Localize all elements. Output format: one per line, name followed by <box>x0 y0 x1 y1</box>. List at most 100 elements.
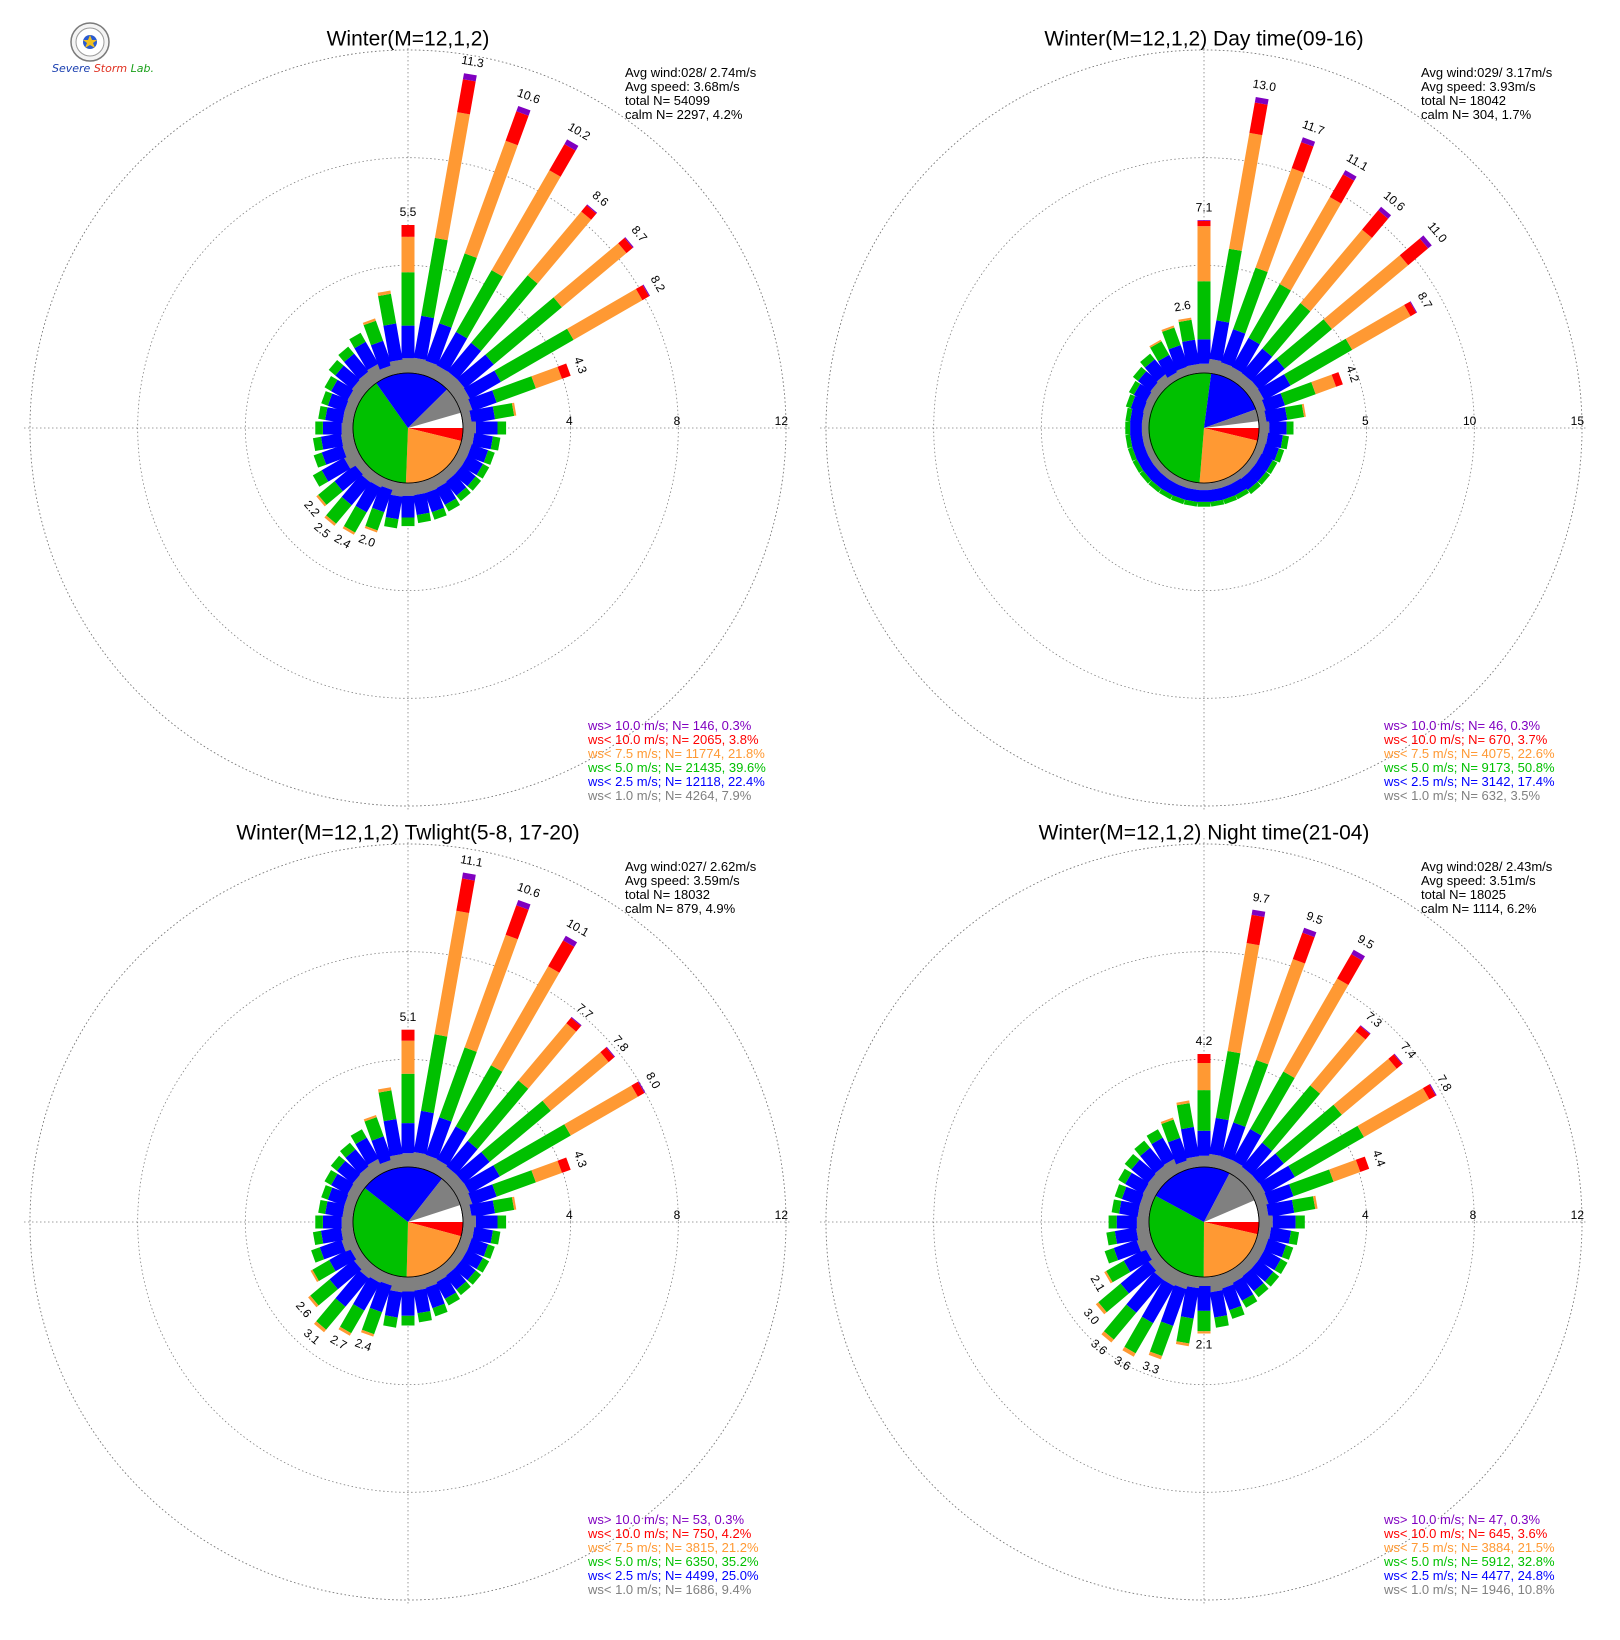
speed-pie-slice <box>353 1188 408 1277</box>
bar-segment-dir-130 <box>454 465 476 487</box>
bar-segment-dir-140 <box>1247 481 1261 495</box>
bar-segment-dir-40 <box>1310 1031 1366 1094</box>
grid-ring <box>29 49 787 807</box>
bar-label-dir-40: 8.6 <box>590 188 612 210</box>
bar-segment-dir-300 <box>331 379 354 401</box>
bar-segment-dir-180 <box>401 1277 415 1292</box>
bar-segment-dir-10 <box>421 237 448 319</box>
bar-segment-dir-260 <box>1136 1225 1151 1241</box>
bar-segment-dir-230 <box>318 481 343 505</box>
bar-label-dir-30: 10.1 <box>564 916 592 940</box>
stats-line: total N= 18025 <box>1421 887 1506 902</box>
bar-segment-dir-350 <box>378 1090 397 1122</box>
bar-segment-dir-50 <box>1393 1053 1403 1065</box>
bar-label-dir-220: 3.6 <box>1088 1336 1110 1358</box>
stats-line: Avg wind:028/ 2.74m/s <box>625 65 757 80</box>
bar-segment-dir-140 <box>445 474 467 496</box>
speed-pie-slice <box>408 1222 463 1237</box>
bar-segment-dir-0 <box>1197 1155 1211 1167</box>
speed-pie-slice <box>1199 428 1258 483</box>
bar-label-dir-70: 4.4 <box>1370 1148 1389 1169</box>
bar-segment-dir-20 <box>516 900 531 910</box>
bar-segment-dir-40 <box>581 205 597 220</box>
speed-pie-slice <box>1204 409 1259 428</box>
bar-segment-dir-100 <box>1288 1230 1300 1245</box>
bar-segment-dir-30 <box>491 170 561 277</box>
legend-entry: ws< 5.0 m/s; N= 21435, 39.6% <box>587 760 766 775</box>
bar-segment-dir-350 <box>1178 317 1192 322</box>
bar-segment-dir-260 <box>340 1225 355 1241</box>
grid-ring <box>933 157 1475 699</box>
bar-segment-dir-300 <box>1118 1168 1132 1184</box>
bar-segment-dir-20 <box>464 934 518 1052</box>
bar-segment-dir-0 <box>1197 220 1211 221</box>
bar-segment-dir-120 <box>1258 1249 1281 1271</box>
bar-segment-dir-190 <box>384 517 399 529</box>
ring-label: 8 <box>1470 1208 1477 1222</box>
legend-entry: ws< 10.0 m/s; N= 645, 3.6% <box>1383 1526 1548 1541</box>
bar-segment-dir-230 <box>310 1279 338 1306</box>
bar-segment-dir-90 <box>1259 421 1270 435</box>
bar-segment-dir-300 <box>324 1170 338 1186</box>
bar-segment-dir-120 <box>461 1249 484 1270</box>
bar-segment-dir-120 <box>476 463 490 479</box>
bar-segment-dir-70 <box>1262 393 1286 413</box>
speed-pie-slice <box>1204 1173 1255 1222</box>
bar-segment-dir-60 <box>1345 304 1411 350</box>
bar-segment-dir-350 <box>377 290 391 297</box>
bar-segment-dir-20 <box>505 111 529 146</box>
bar-segment-dir-240 <box>1106 1260 1131 1283</box>
bar-segment-dir-60 <box>1259 1165 1295 1194</box>
bar-segment-dir-120 <box>1266 460 1278 474</box>
bar-label-dir-0: 4.2 <box>1196 1034 1213 1048</box>
bar-segment-dir-120 <box>476 1257 490 1273</box>
legend-entry: ws< 2.5 m/s; N= 3142, 17.4% <box>1383 774 1555 789</box>
bar-segment-dir-80 <box>469 406 496 424</box>
ring-label: 15 <box>1571 414 1585 428</box>
bar-segment-dir-110 <box>483 450 495 465</box>
bar-segment-dir-30 <box>1279 197 1342 291</box>
bar-segment-dir-240 <box>321 457 351 482</box>
bar-segment-dir-40 <box>518 1023 577 1089</box>
stats-line: total N= 18042 <box>1421 93 1506 108</box>
stats-line: calm N= 1114, 6.2% <box>1421 901 1537 916</box>
bar-segment-dir-60 <box>1422 1084 1436 1100</box>
bar-segment-dir-50 <box>1276 319 1332 369</box>
ring-label: 8 <box>674 414 681 428</box>
bar-segment-dir-10 <box>1229 132 1263 251</box>
speed-pie-slice <box>364 1167 442 1222</box>
bar-segment-dir-10 <box>1251 909 1266 917</box>
bar-segment-dir-350 <box>378 293 397 326</box>
bar-segment-dir-50 <box>1251 358 1285 390</box>
bar-segment-dir-340 <box>1168 345 1189 371</box>
bar-label-dir-30: 11.1 <box>1344 151 1371 175</box>
bar-segment-dir-40 <box>527 211 592 284</box>
bar-segment-dir-200 <box>372 485 393 513</box>
bar-segment-dir-80 <box>511 402 517 416</box>
bar-segment-dir-80 <box>1313 1195 1318 1209</box>
bar-label-dir-230: 2.6 <box>293 1299 315 1321</box>
bar-segment-dir-230 <box>1095 1302 1107 1315</box>
bar-segment-dir-350 <box>378 1087 392 1093</box>
bar-segment-dir-40 <box>447 342 482 380</box>
bar-segment-dir-100 <box>472 1227 493 1244</box>
stats-line: Avg wind:028/ 2.43m/s <box>1421 859 1553 874</box>
bar-segment-dir-320 <box>340 1142 356 1158</box>
bar-segment-dir-10 <box>1209 320 1230 362</box>
bar-segment-dir-270 <box>341 1215 353 1229</box>
bar-segment-dir-50 <box>455 1152 490 1184</box>
bar-segment-dir-230 <box>329 1259 362 1290</box>
bar-segment-dir-240 <box>1132 459 1144 473</box>
lab-seal-icon <box>70 22 110 62</box>
bar-segment-dir-320 <box>1144 359 1167 382</box>
wind-rose-panel-4: 4 8 12 4.2 9.7 9.5 9.5 7.3 7.4 7.8 4.4 2.1 3.3 3.63.6… <box>820 822 1588 1606</box>
bar-segment-dir-300 <box>1125 1172 1150 1195</box>
bar-segment-dir-80 <box>1257 410 1267 425</box>
ring-label: 4 <box>566 1208 573 1222</box>
bar-segment-dir-60 <box>564 1085 638 1136</box>
stats-line: Avg wind:029/ 3.17m/s <box>1421 65 1553 80</box>
bar-segment-dir-310 <box>1124 1154 1140 1170</box>
bar-segment-dir-0 <box>401 236 415 273</box>
bar-segment-dir-60 <box>1409 301 1418 313</box>
bar-segment-dir-270 <box>1108 1215 1117 1229</box>
